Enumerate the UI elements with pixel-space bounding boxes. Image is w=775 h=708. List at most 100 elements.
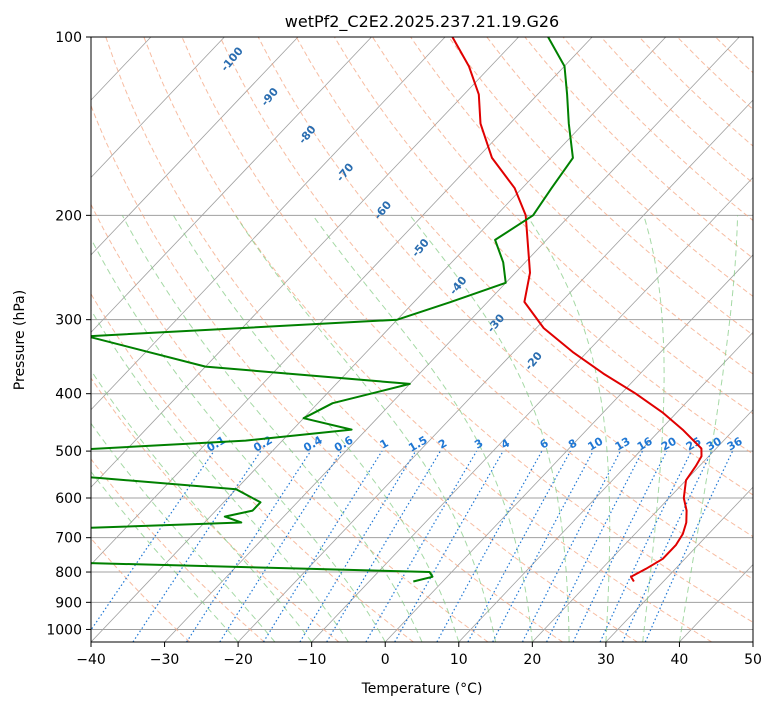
mixing-ratio-line xyxy=(132,450,262,642)
mixing-ratio-line xyxy=(521,450,621,642)
x-axis-label: Temperature (°C) xyxy=(361,681,483,697)
dry-adiabat-label: -100 xyxy=(218,44,246,74)
dry-adiabat-line xyxy=(372,37,753,415)
temperature-profile-line xyxy=(451,37,703,583)
mixing-ratio-line xyxy=(219,450,342,642)
x-tick-label: 40 xyxy=(671,652,689,668)
moist-adiabat-line xyxy=(642,215,665,642)
moist-adiabat-line xyxy=(91,309,349,642)
y-tick-label: 800 xyxy=(55,565,82,581)
dry-adiabat-label: -40 xyxy=(447,274,470,298)
chart-title: wetPf2_C2E2.2025.237.21.19.G26 xyxy=(285,12,559,32)
moist-adiabat-line xyxy=(678,215,738,642)
isotherm-line xyxy=(91,37,299,256)
moist-adiabat-line xyxy=(91,237,386,642)
dry-adiabat-line xyxy=(295,37,753,496)
mixing-ratio-line xyxy=(572,450,668,642)
dry-adiabat-line xyxy=(486,37,753,297)
dry-adiabat-line xyxy=(219,37,753,580)
isotherm-line xyxy=(91,37,372,333)
y-axis-label: Pressure (hPa) xyxy=(12,290,28,390)
isotherm-line xyxy=(91,37,593,566)
x-tick-label: −10 xyxy=(297,652,327,668)
moist-adiabat-line xyxy=(409,214,570,642)
y-tick-label: 900 xyxy=(55,595,82,611)
dry-adiabat-line xyxy=(143,37,713,642)
dry-adiabat-label: -30 xyxy=(485,311,508,335)
y-tick-label: 700 xyxy=(55,531,82,547)
mixing-ratio-label: 6 xyxy=(538,436,551,451)
mixing-ratio-line xyxy=(91,450,215,631)
mixing-ratio-line xyxy=(326,450,441,642)
y-axis: 100 200 300 400 500 600 700 800 900 1000 xyxy=(46,30,91,638)
mixing-ratio-label: 1 xyxy=(378,437,391,452)
moist-adiabat-line xyxy=(526,215,611,642)
x-tick-label: 30 xyxy=(597,652,615,668)
y-tick-label: 400 xyxy=(55,387,82,403)
dry-adiabat-line xyxy=(91,292,414,642)
y-tick-label: 100 xyxy=(55,30,82,46)
dry-adiabat-line xyxy=(91,203,489,642)
moist-adiabat-line xyxy=(172,215,460,642)
isotherm-line xyxy=(605,486,753,642)
dry-adiabat-line xyxy=(91,537,191,642)
dry-adiabat-line xyxy=(715,37,753,74)
mixing-ratio-line xyxy=(644,450,734,642)
x-tick-label: 10 xyxy=(450,652,468,668)
dry-adiabat-label: -80 xyxy=(296,123,319,147)
mixing-ratio-line xyxy=(467,450,571,642)
dry-adiabat-line xyxy=(600,37,753,184)
dry-adiabat-line xyxy=(448,37,753,336)
x-tick-label: −20 xyxy=(223,652,253,668)
dry-adiabat-line xyxy=(257,37,753,538)
isotherm-line xyxy=(91,37,667,642)
dry-adiabat-line xyxy=(105,37,638,642)
moist-adiabat-line xyxy=(91,470,239,642)
moist-adiabat-line xyxy=(91,369,313,642)
mixing-ratio-line xyxy=(365,450,478,642)
isotherm-line xyxy=(384,254,753,642)
dry-adiabat-line xyxy=(181,37,753,623)
dry-adiabat-label: -20 xyxy=(522,349,545,373)
dry-adiabat-line xyxy=(91,104,563,642)
x-tick-label: 20 xyxy=(523,652,541,668)
moist-adiabat-line xyxy=(91,422,276,642)
moist-adiabat-line xyxy=(312,215,533,642)
plot-area: 0.1 0.2 0.4 0.6 1 1.5 2 3 4 6 8 10 13 16 20 25 30 36-100-… xyxy=(0,37,775,642)
mixing-ratio-line xyxy=(186,450,312,642)
mixing-ratio-line xyxy=(436,450,543,642)
dry-adiabat-label: -50 xyxy=(409,236,432,260)
y-tick-label: 500 xyxy=(55,444,82,460)
y-tick-label: 200 xyxy=(55,208,82,224)
moist-adiabat-line xyxy=(235,215,497,642)
dewpoint-profile-line xyxy=(91,37,574,583)
y-tick-label: 600 xyxy=(55,491,82,507)
dry-adiabat-line xyxy=(91,458,265,642)
dry-adiabat-line xyxy=(524,37,753,259)
x-tick-label: 0 xyxy=(381,652,390,668)
isotherm-line xyxy=(0,37,4,642)
dry-adiabat-label: -90 xyxy=(258,85,281,109)
mixing-ratio-label: 2 xyxy=(436,437,449,452)
isotherm-line xyxy=(164,37,740,642)
isotherm-line xyxy=(532,409,753,642)
plot-frame xyxy=(90,36,754,643)
isotherm-line xyxy=(91,37,446,411)
x-tick-label: −30 xyxy=(150,652,180,668)
isotherm-line xyxy=(237,99,753,642)
dry-adiabat-line xyxy=(410,37,753,375)
x-tick-label: −40 xyxy=(76,652,106,668)
mixing-ratio-label: 4 xyxy=(499,436,512,451)
x-axis: −40 −30 −20 −10 0 10 20 30 40 50 xyxy=(76,642,762,668)
isotherm-line xyxy=(91,37,519,488)
isotherm-line xyxy=(752,641,753,642)
mixing-ratio-line xyxy=(299,450,417,642)
moist-adiabat-line xyxy=(121,215,423,642)
y-tick-label: 1000 xyxy=(46,622,82,638)
mixing-ratio-line xyxy=(394,450,504,642)
dry-adiabat-line xyxy=(754,37,775,642)
dry-adiabat-line xyxy=(638,37,753,147)
dry-adiabat-label: -70 xyxy=(334,160,357,184)
x-tick-label: 50 xyxy=(744,652,762,668)
